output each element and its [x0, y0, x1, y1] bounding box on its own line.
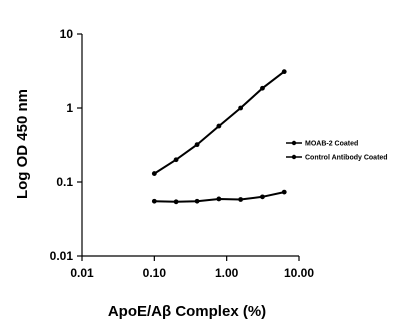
x-tick-label: 1.00	[215, 266, 239, 280]
x-tick-label: 10.00	[284, 266, 314, 280]
x-tick-label: 0.01	[70, 266, 94, 280]
legend-marker	[291, 140, 297, 146]
tick-labels: 0.01 0.1 1 10 0.01 0.10 1.00 10.00	[50, 27, 315, 280]
data-point	[281, 189, 287, 195]
series-layer	[151, 69, 287, 205]
x-axis-title: ApoE/Aβ Complex (%)	[108, 303, 266, 320]
legend-label: Control Antibody Coated	[305, 155, 388, 162]
x-tick-label: 0.10	[143, 266, 167, 280]
y-axis-title: Log OD 450 nm	[14, 89, 31, 199]
data-point	[260, 85, 265, 91]
data-point	[216, 196, 222, 202]
legend-marker	[291, 154, 297, 160]
axes	[77, 33, 300, 261]
y-tick-label: 0.01	[50, 249, 74, 263]
legend: MOAB-2 Coated Control Antibody Coated	[286, 141, 388, 162]
data-point	[216, 123, 222, 129]
data-point	[151, 171, 157, 176]
y-tick-label: 1	[66, 101, 73, 115]
data-point	[238, 197, 244, 202]
data-point	[194, 142, 200, 148]
y-tick-label: 10	[60, 27, 74, 41]
data-point	[260, 194, 265, 200]
data-point	[281, 69, 287, 75]
data-point	[173, 199, 179, 205]
series-line	[153, 70, 285, 175]
data-point	[238, 105, 244, 111]
data-point	[194, 198, 200, 204]
data-point	[151, 198, 157, 204]
legend-label: MOAB-2 Coated	[305, 141, 358, 148]
data-point	[173, 157, 179, 163]
y-tick-label: 0.1	[56, 175, 73, 189]
